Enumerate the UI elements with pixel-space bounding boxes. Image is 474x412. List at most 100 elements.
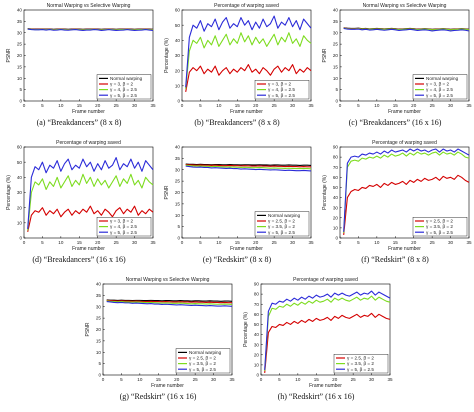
y-tick-label: 30	[175, 53, 181, 58]
legend-label: γ = 5, β = 2.5	[110, 230, 137, 235]
panel-caption: (g) “Redskirt” (16 x 16)	[119, 392, 197, 401]
x-tick-label: 30	[448, 240, 454, 245]
x-tick-label: 10	[374, 240, 380, 245]
legend-label: Normal warping	[268, 213, 301, 218]
chart-panel-f: Percentage of warping saved 0 5 10 15 20 25 30 3…	[316, 137, 474, 274]
chart-svg-d: Percentage of warping saved 0 5 10 15 20 25 30 3…	[6, 140, 156, 252]
x-tick-label: 0	[181, 103, 184, 108]
series-line-4	[27, 28, 154, 32]
y-tick-label: 60	[175, 8, 181, 13]
y-tick-label: 40	[96, 282, 102, 287]
x-tick-label: 30	[369, 377, 375, 382]
series-line-2	[343, 151, 470, 233]
x-tick-label: 5	[120, 377, 123, 382]
x-tick-label: 30	[290, 240, 296, 245]
y-tick-label: 0	[19, 236, 22, 241]
x-tick-label: 5	[199, 240, 202, 245]
legend-label: Normal warping	[426, 76, 459, 81]
x-tick-label: 10	[295, 377, 301, 382]
x-tick-label: 5	[41, 103, 44, 108]
x-tick-label: 25	[193, 377, 199, 382]
chart-panel-h: Percentage of warping saved 0 5 10 15 20 25 30 3…	[237, 274, 395, 411]
y-tick-label: 60	[17, 145, 23, 150]
legend-label: γ = 4, β = 2.5	[110, 224, 137, 229]
chart-panel-g: Normal Warping vs Selective Warping 0 5 10 1…	[79, 274, 237, 411]
series-line-3	[343, 148, 470, 232]
x-tick-label: 15	[235, 103, 241, 108]
chart-svg-b: Percentage of warping saved 0 5 10 15 20 25 30 3…	[164, 3, 314, 115]
legend-label: γ = 3.5, β = 2	[268, 224, 295, 229]
x-tick-label: 10	[137, 377, 143, 382]
y-axis-label: Percentage (%)	[243, 312, 249, 347]
y-tick-label: 40	[254, 332, 260, 337]
series-line-2	[106, 299, 232, 304]
panel-caption: (e) “Redskirt” (8 x 8)	[202, 255, 272, 264]
panel-caption: (f) “Redskirt” (8 x 8)	[361, 255, 429, 264]
legend-label: γ = 4, β = 2.5	[268, 87, 295, 92]
x-axis-label: Frame number	[72, 246, 105, 252]
legend-label: γ = 5, β = 2.5	[347, 367, 374, 372]
y-tick-label: 40	[333, 8, 339, 13]
x-tick-label: 10	[58, 240, 64, 245]
series-line-1	[264, 312, 391, 374]
x-tick-label: 15	[77, 240, 83, 245]
y-tick-label: 40	[175, 38, 181, 43]
y-tick-label: 0	[177, 236, 180, 241]
y-tick-label: 30	[333, 205, 339, 210]
x-tick-label: 15	[235, 240, 241, 245]
series-line-1	[185, 64, 312, 93]
legend-label: γ = 2.5, β = 2	[426, 219, 453, 224]
series-line-3	[106, 300, 233, 306]
x-tick-label: 0	[339, 103, 342, 108]
y-tick-label: 35	[96, 293, 102, 298]
series-line-1	[106, 299, 233, 302]
x-tick-label: 25	[272, 240, 278, 245]
series-line-4	[106, 300, 233, 307]
legend-label: γ = 2.5, β = 2	[189, 356, 216, 361]
legend-label: γ = 5, β = 2.5	[268, 93, 295, 98]
x-tick-label: 15	[314, 377, 320, 382]
y-axis-label: PSNR	[6, 48, 12, 62]
x-tick-label: 30	[132, 240, 138, 245]
x-axis-label: Frame number	[230, 246, 263, 252]
y-tick-label: 80	[333, 155, 339, 160]
series-line-4	[185, 165, 312, 172]
legend: γ = 2.5, β = 2γ = 3.5, β = 2γ = 5, β = 2…	[333, 353, 389, 374]
legend-label: γ = 3, β = 2	[110, 219, 134, 224]
y-tick-label: 5	[98, 361, 101, 366]
legend-label: γ = 2.5, β = 2	[268, 219, 295, 224]
x-axis-label: Frame number	[72, 109, 105, 115]
x-tick-label: 20	[332, 377, 338, 382]
y-tick-label: 90	[254, 282, 260, 287]
series-line-1	[185, 163, 312, 166]
y-tick-label: 30	[96, 304, 102, 309]
y-tick-label: 20	[96, 327, 102, 332]
x-tick-label: 0	[23, 103, 26, 108]
y-tick-label: 40	[333, 195, 339, 200]
chart-svg-g: Normal Warping vs Selective Warping 0 5 10 1…	[85, 277, 235, 389]
y-tick-label: 60	[254, 312, 260, 317]
y-axis-label: PSNR	[85, 322, 91, 336]
x-tick-label: 30	[211, 377, 217, 382]
chart-title: Normal Warping vs Selective Warping	[126, 277, 210, 283]
y-tick-label: 25	[96, 316, 102, 321]
y-tick-label: 10	[175, 83, 181, 88]
panel-caption: (b) “Breakdancers” (8 x 8)	[194, 118, 280, 127]
y-tick-label: 5	[177, 224, 180, 229]
y-tick-label: 0	[256, 373, 259, 378]
series-line-3	[264, 290, 391, 370]
x-tick-label: 25	[272, 103, 278, 108]
y-tick-label: 25	[17, 42, 23, 47]
y-tick-label: 0	[335, 236, 338, 241]
y-tick-label: 60	[333, 175, 339, 180]
x-tick-label: 5	[357, 103, 360, 108]
y-tick-label: 30	[333, 30, 339, 35]
x-tick-label: 0	[181, 240, 184, 245]
legend: γ = 3, β = 2γ = 4, β = 2.5γ = 5, β = 2.5	[254, 79, 310, 100]
x-tick-label: 25	[430, 103, 436, 108]
legend-label: γ = 5, β = 2.5	[426, 93, 453, 98]
x-tick-label: 35	[466, 103, 472, 108]
y-tick-label: 10	[96, 350, 102, 355]
chart-panel-e: 0 5 10 15 20 25 30 35 0 5 10 15 20 25 30 35 40 Frame numb…	[158, 137, 316, 274]
chart-title: Percentage of warping saved	[293, 277, 358, 283]
